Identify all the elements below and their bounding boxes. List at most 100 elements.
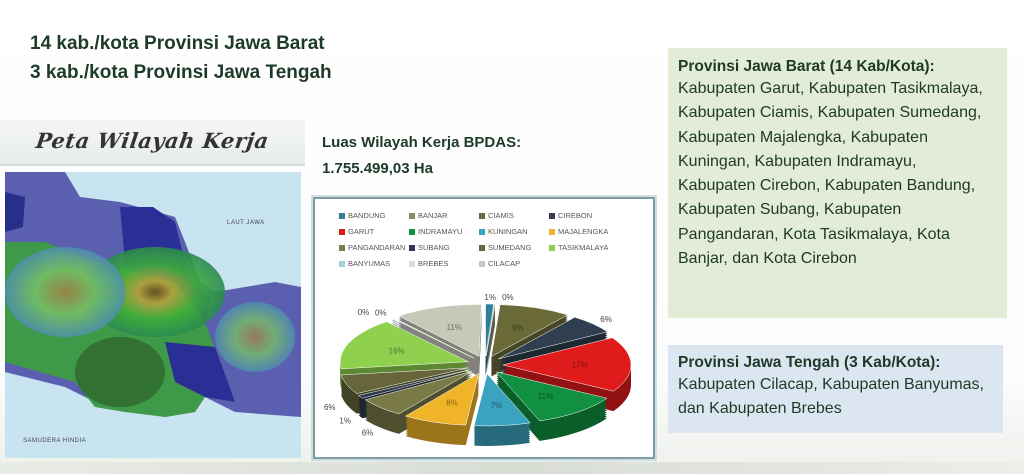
pie-data-label: 1% bbox=[339, 417, 351, 426]
pie-slice-side bbox=[486, 320, 496, 373]
pie-slice-side bbox=[391, 323, 474, 365]
legend-swatch bbox=[479, 260, 485, 267]
jawa-tengah-list: Kabupaten Cilacap, Kabupaten Banyumas, d… bbox=[678, 376, 984, 417]
jawa-tengah-box: Provinsi Jawa Tengah (3 Kab/Kota): Kabup… bbox=[668, 345, 1003, 433]
pie-data-label: 16% bbox=[389, 346, 405, 355]
pie-slice-cilacap bbox=[397, 304, 482, 357]
legend-label: SUMEDANG bbox=[488, 243, 532, 252]
legend-label: GARUT bbox=[348, 227, 375, 236]
pie-slice-side bbox=[392, 323, 474, 365]
map-graphic bbox=[5, 172, 301, 417]
pie-data-label: 9% bbox=[512, 323, 524, 332]
pie-data-label: 6% bbox=[600, 315, 612, 324]
jawa-barat-heading: Provinsi Jawa Barat (14 Kab/Kota): bbox=[678, 58, 935, 75]
legend-item: MAJALENGKA bbox=[549, 227, 629, 236]
legend-label: BANYUMAS bbox=[348, 259, 391, 268]
jawa-barat-box: Provinsi Jawa Barat (14 Kab/Kota): Kabup… bbox=[668, 48, 1007, 318]
pie-slice-indramayu bbox=[495, 371, 608, 422]
pie-data-label: 0% bbox=[358, 308, 370, 317]
legend-item: SUBANG bbox=[409, 243, 479, 252]
legend-item: CIREBON bbox=[549, 211, 629, 220]
pie-slice-kuningan bbox=[473, 373, 531, 427]
pie-slice-bandung bbox=[485, 303, 494, 357]
pie-data-label: 1% bbox=[484, 293, 496, 302]
legend-label: BANJAR bbox=[418, 211, 448, 220]
legend-item: GARUT bbox=[339, 227, 409, 236]
pie-data-label: 8% bbox=[446, 399, 458, 408]
legend-item: CILACAP bbox=[479, 259, 549, 268]
pie-slice-banjar bbox=[485, 303, 496, 357]
legend-swatch bbox=[549, 228, 555, 235]
pie-data-label: 6% bbox=[362, 429, 374, 438]
legend-label: KUNINGAN bbox=[488, 227, 528, 236]
legend-swatch bbox=[479, 228, 485, 235]
legend-item: BANDUNG bbox=[339, 211, 409, 220]
pie-slice-side bbox=[392, 321, 474, 363]
legend-swatch bbox=[409, 260, 415, 267]
pie-slice-tasikmalaya bbox=[339, 321, 470, 370]
pie-slice-side bbox=[486, 308, 496, 361]
pie-slice-banyumas bbox=[391, 317, 474, 359]
legend-item: BREBES bbox=[409, 259, 479, 268]
legend-item: BANYUMAS bbox=[339, 259, 409, 268]
area-value: 1.755.499,03 Ha bbox=[322, 160, 433, 177]
pie-slice-cirebon bbox=[498, 316, 609, 360]
pie-plot: 1% 0%9%6%17%11%7%8%6%1%6%16%0%0%11% bbox=[324, 293, 632, 446]
region-map: LAUT JAWA SAMUDERA HINDIA bbox=[5, 172, 301, 458]
legend-item: BANJAR bbox=[409, 211, 479, 220]
legend-label: BANDUNG bbox=[348, 211, 386, 220]
legend-label: TASIKMALAYA bbox=[558, 243, 609, 252]
legend-label: CILACAP bbox=[488, 259, 521, 268]
pie-data-label: 6% bbox=[324, 403, 336, 412]
legend-label: CIREBON bbox=[558, 211, 593, 220]
pie-slice-majalengka bbox=[404, 372, 480, 426]
legend-swatch bbox=[409, 228, 415, 235]
legend-item: PANGANDARAN bbox=[339, 243, 409, 252]
pie-data-label: 11% bbox=[446, 323, 461, 332]
legend-item: CIAMIS bbox=[479, 211, 549, 220]
pie-slice-side bbox=[486, 324, 496, 377]
pie-slice-side bbox=[358, 371, 470, 401]
legend-swatch bbox=[339, 260, 345, 267]
jawa-barat-list: Kabupaten Garut, Kabupaten Tasikmalaya, … bbox=[678, 80, 983, 268]
legend-item: KUNINGAN bbox=[479, 227, 549, 236]
legend-swatch bbox=[549, 212, 555, 219]
legend-swatch bbox=[479, 212, 485, 219]
pie-slice-side bbox=[486, 318, 496, 371]
jawa-tengah-heading: Provinsi Jawa Tengah (3 Kab/Kota): bbox=[678, 354, 941, 371]
pie-slice-side bbox=[486, 316, 496, 369]
pie-slice-side bbox=[486, 310, 496, 363]
pie-slice-subang bbox=[357, 369, 470, 399]
legend-label: PANGANDARAN bbox=[348, 243, 406, 252]
map-header: Peta Wilayah Kerja bbox=[0, 120, 305, 166]
legend-swatch bbox=[549, 244, 555, 251]
pie-data-label: 17% bbox=[572, 361, 588, 370]
sea-label-north: LAUT JAWA bbox=[227, 220, 265, 226]
legend-label: CIAMIS bbox=[488, 211, 514, 220]
legend-label: BREBES bbox=[418, 259, 449, 268]
legend-swatch bbox=[409, 212, 415, 219]
legend-swatch bbox=[339, 244, 345, 251]
pie-slice-garut bbox=[502, 337, 632, 392]
legend-label: MAJALENGKA bbox=[558, 227, 609, 236]
pie-slice-side bbox=[391, 319, 474, 361]
legend-swatch bbox=[479, 244, 485, 251]
pie-slice-side bbox=[391, 321, 474, 363]
pie-slice-side bbox=[486, 322, 496, 375]
pie-slice-side bbox=[392, 319, 474, 361]
pie-slice-side bbox=[486, 306, 496, 359]
legend-swatch bbox=[339, 228, 345, 235]
legend-swatch bbox=[409, 244, 415, 251]
legend-item: SUMEDANG bbox=[479, 243, 549, 252]
area-label: Luas Wilayah Kerja BPDAS: bbox=[322, 134, 522, 151]
title-line-1: 14 kab./kota Provinsi Jawa Barat bbox=[30, 33, 325, 54]
pie-slice-side bbox=[486, 314, 496, 367]
chart-legend: BANDUNG BANJAR CIAMIS CIREBON GARUT INDRAMAYU… bbox=[339, 211, 649, 268]
legend-label: INDRAMAYU bbox=[418, 227, 463, 236]
pie-chart: BANDUNG BANJAR CIAMIS CIREBON GARUT INDRAMAYU… bbox=[313, 197, 655, 459]
sea-label-south: SAMUDERA HINDIA bbox=[23, 438, 87, 444]
legend-label: SUBANG bbox=[418, 243, 450, 252]
footer-band bbox=[0, 462, 1024, 474]
legend-item: INDRAMAYU bbox=[409, 227, 479, 236]
map-title: Peta Wilayah Kerja bbox=[34, 128, 271, 153]
